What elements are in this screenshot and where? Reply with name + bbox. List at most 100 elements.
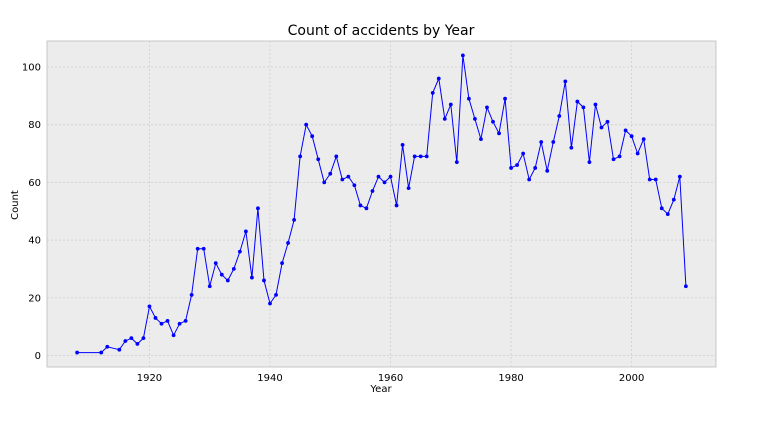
data-point [105,344,110,349]
data-point [340,177,345,182]
data-point [135,342,140,346]
data-point [623,128,628,133]
data-point [165,318,170,323]
x-tick-label: 1960 [378,373,403,384]
data-point [617,154,622,159]
data-point [647,177,652,182]
data-point [75,350,80,355]
data-point [587,160,592,165]
data-point [400,142,405,147]
data-point [268,301,272,306]
y-axis-label: Count [10,190,21,220]
data-point [418,154,423,159]
data-point [117,347,122,352]
data-point [479,137,483,141]
data-point [683,284,688,289]
data-point [376,174,381,179]
data-point [370,189,375,193]
data-point [394,203,399,208]
x-tick-label: 2000 [619,373,644,384]
plot-area [46,40,717,368]
data-point [466,96,471,101]
data-point [250,275,254,280]
data-point [183,318,188,323]
data-point [195,246,200,251]
y-tick-label: 0 [35,351,41,362]
data-point [629,134,634,139]
data-point [527,177,532,182]
data-point [635,151,640,156]
data-point [557,114,562,118]
data-point [274,292,278,297]
data-point [515,163,520,167]
y-tick-label: 80 [28,120,41,131]
x-axis-label: Year [369,384,392,395]
data-point [352,183,357,188]
data-point [364,206,369,211]
data-point [442,116,447,121]
data-point [243,229,248,234]
series-layer [75,53,688,355]
data-point [659,206,664,211]
data-point [286,241,290,245]
data-point [201,246,206,251]
data-point [593,102,598,107]
y-tick-label: 100 [22,62,41,73]
data-point [123,339,128,343]
data-point [346,174,351,179]
axis-ticks: 1920 1940 1960 1980 2000 0 20 40 60 80 100 [22,62,644,384]
data-point [497,131,501,136]
data-point [316,157,321,162]
data-point [406,186,411,191]
data-point [551,140,556,144]
data-point [225,278,230,283]
y-tick-label: 60 [28,178,41,189]
data-point [641,137,646,141]
data-point [310,134,315,139]
data-point [460,53,465,58]
data-point [665,212,670,216]
data-point [382,180,387,185]
data-point [177,321,182,326]
data-point [292,217,297,222]
data-point [653,177,658,182]
data-point [575,99,580,104]
data-point [219,272,224,277]
data-point [129,336,134,341]
data-point [539,140,544,144]
data-point [599,125,604,130]
data-point [334,154,339,159]
data-point [677,174,682,179]
data-point [509,166,513,170]
data-point [611,157,616,162]
data-point [430,91,435,95]
data-point [213,261,218,266]
data-point [436,76,441,81]
data-point [231,267,236,271]
data-point [454,160,459,165]
data-point [503,96,507,101]
data-point [521,151,526,156]
data-point [189,292,194,297]
data-point [99,350,104,355]
x-tick-label: 1920 [137,373,162,384]
data-point [358,203,363,208]
data-point [153,316,158,320]
data-point [171,333,176,338]
data-point [322,180,327,185]
data-point [141,336,146,341]
data-point [448,102,453,107]
data-point [159,321,164,326]
data-point [328,171,333,176]
x-tick-label: 1940 [257,373,282,384]
data-point [207,284,212,289]
data-point [256,206,260,211]
data-point [147,304,152,309]
y-tick-label: 40 [28,236,41,247]
data-point [491,119,495,124]
data-point [262,278,266,283]
data-point [412,154,417,159]
data-point [533,166,538,170]
data-point [388,174,393,179]
